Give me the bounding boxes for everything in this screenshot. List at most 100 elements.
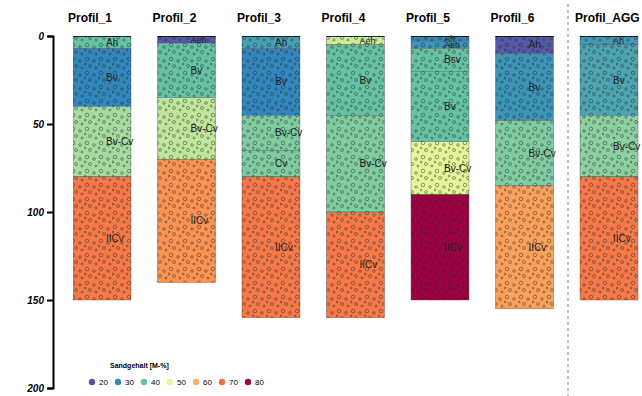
tick: 50 bbox=[33, 119, 53, 130]
profile bbox=[496, 36, 554, 309]
horizon bbox=[580, 45, 638, 115]
fragments bbox=[411, 36, 469, 41]
horizon-label: Bv bbox=[613, 75, 625, 86]
horizon-label: Aeh bbox=[360, 36, 376, 46]
horizon-label: Bv bbox=[275, 76, 287, 87]
horizon bbox=[158, 36, 216, 43]
horizon-label: Bsv bbox=[444, 54, 461, 65]
horizon bbox=[580, 177, 638, 300]
horizon bbox=[411, 36, 469, 41]
y-axis: 0 50 100 150 200 bbox=[26, 31, 53, 394]
profile bbox=[158, 36, 216, 282]
horizon-label: Cv bbox=[275, 158, 287, 169]
horizon-label: Bv bbox=[191, 65, 203, 76]
profile bbox=[73, 36, 131, 300]
horizon-label: Bv bbox=[444, 101, 456, 112]
tick: 200 bbox=[26, 383, 53, 394]
horizon-label: Bv bbox=[106, 72, 118, 83]
fragments bbox=[411, 41, 469, 48]
legend-swatch bbox=[141, 379, 147, 385]
fragments bbox=[158, 159, 216, 282]
fragments bbox=[158, 36, 216, 43]
legend-swatch bbox=[167, 379, 173, 385]
surface-line bbox=[580, 36, 638, 37]
horizon bbox=[73, 36, 131, 48]
horizon bbox=[242, 36, 300, 48]
fragments bbox=[158, 43, 216, 98]
tick-mark bbox=[47, 300, 53, 302]
chart: 0 50 100 150 200 Profil_1 Ah Bv Bv-Cv IICv Profil_… bbox=[0, 0, 642, 396]
profile-title: Profil_1 bbox=[68, 11, 112, 25]
fragments bbox=[242, 177, 300, 318]
legend-swatch bbox=[115, 379, 121, 385]
horizon-label: Ah bbox=[529, 39, 541, 50]
profile-title: Profil_AGG bbox=[575, 11, 640, 25]
horizon-label: Aeh bbox=[191, 35, 207, 45]
legend-swatch bbox=[245, 379, 251, 385]
tick-label: 0 bbox=[38, 31, 44, 42]
labels: Profil_1AhBvBv-CvIICvProfil_2AehBvBv-CvI… bbox=[68, 11, 640, 270]
profile-title: Profil_6 bbox=[491, 11, 535, 25]
fragments bbox=[496, 54, 554, 121]
horizon bbox=[158, 43, 216, 98]
horizon-label: IICv bbox=[106, 233, 124, 244]
horizon-label: Aeh bbox=[444, 40, 460, 50]
fragments bbox=[411, 194, 469, 300]
plot-area bbox=[73, 36, 638, 318]
horizon bbox=[73, 177, 131, 300]
horizon bbox=[496, 36, 554, 54]
tick-mark bbox=[47, 388, 53, 390]
legend-swatch bbox=[193, 379, 199, 385]
tick-label: 100 bbox=[27, 207, 44, 218]
fragments bbox=[496, 186, 554, 309]
tick-mark bbox=[47, 36, 53, 38]
horizon bbox=[496, 54, 554, 121]
legend-swatch bbox=[219, 379, 225, 385]
horizon-label: IICv bbox=[360, 259, 378, 270]
horizon bbox=[73, 48, 131, 106]
fragments bbox=[73, 48, 131, 106]
horizon-label: Bv bbox=[529, 82, 541, 93]
legend: Sandgehalt [M-%]20304050607080 bbox=[89, 362, 265, 387]
fragments bbox=[496, 36, 554, 54]
horizon bbox=[242, 177, 300, 318]
horizon bbox=[242, 48, 300, 115]
surface-line bbox=[411, 36, 469, 37]
fragments bbox=[242, 36, 300, 48]
tick-label: 200 bbox=[26, 383, 44, 394]
horizon-label: Ah bbox=[613, 36, 624, 46]
tick: 0 bbox=[38, 31, 53, 42]
tick-mark bbox=[47, 212, 53, 214]
horizon-label: IICv bbox=[275, 242, 293, 253]
horizon-label: IICv bbox=[613, 233, 631, 244]
horizon bbox=[327, 212, 385, 318]
profile bbox=[580, 36, 638, 300]
fragments bbox=[242, 48, 300, 115]
legend-label: 20 bbox=[99, 378, 108, 387]
horizon-label: IICv bbox=[444, 242, 462, 253]
tick: 150 bbox=[27, 295, 53, 306]
fragments bbox=[580, 45, 638, 115]
tick-label: 150 bbox=[27, 295, 44, 306]
fragments bbox=[327, 212, 385, 318]
surface-line bbox=[496, 36, 554, 37]
axis-line bbox=[47, 37, 54, 389]
horizon-label: Bv-Cv bbox=[191, 123, 218, 134]
horizon-label: Bv-Cv bbox=[529, 148, 556, 159]
surface-line bbox=[158, 36, 216, 37]
legend-label: 60 bbox=[203, 378, 212, 387]
profile-title: Profil_5 bbox=[406, 11, 450, 25]
surface-line bbox=[327, 36, 385, 37]
horizon-label: Bv-Cv bbox=[275, 127, 302, 138]
horizon bbox=[411, 71, 469, 141]
fragments bbox=[411, 48, 469, 71]
legend-label: 80 bbox=[255, 378, 264, 387]
surface-line bbox=[73, 36, 131, 37]
fragments bbox=[580, 177, 638, 300]
horizon-label: IICv bbox=[529, 242, 547, 253]
legend-label: 40 bbox=[151, 378, 160, 387]
profile bbox=[327, 36, 385, 318]
horizon bbox=[411, 48, 469, 71]
fragments bbox=[580, 36, 638, 45]
profile-title: Profil_3 bbox=[237, 11, 281, 25]
